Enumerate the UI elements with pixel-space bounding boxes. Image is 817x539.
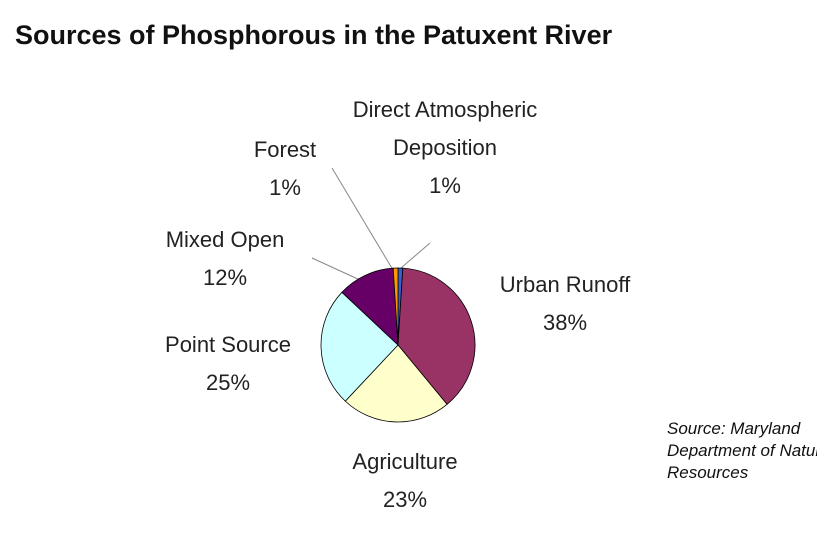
slice-label: Point Source	[165, 332, 291, 357]
pie-slice	[344, 344, 448, 423]
slice-value: 1%	[269, 175, 301, 200]
source-note: Source: Maryland Department of Natural R…	[667, 419, 817, 482]
pie-slice	[392, 267, 399, 346]
slice-value: 23%	[382, 487, 428, 512]
slice-label: Agriculture	[352, 449, 458, 474]
slice-label: Urban Runoff	[499, 272, 631, 297]
pie-slice	[320, 291, 399, 402]
slice-value: 1%	[429, 173, 461, 198]
leader-line	[311, 257, 361, 281]
slice-value: 25%	[205, 370, 251, 395]
slice-value: 38%	[542, 310, 588, 335]
chart-title: Sources of Phosphorous in the Patuxent R…	[15, 20, 613, 50]
slice-label: Direct Atmospheric Deposition	[352, 97, 538, 160]
leader-line	[400, 242, 431, 269]
leader-line	[331, 167, 394, 271]
slice-value: 12%	[202, 265, 248, 290]
pie-slice	[397, 267, 476, 405]
slice-label: Mixed Open	[165, 227, 285, 252]
slice-label: Forest	[253, 137, 317, 162]
